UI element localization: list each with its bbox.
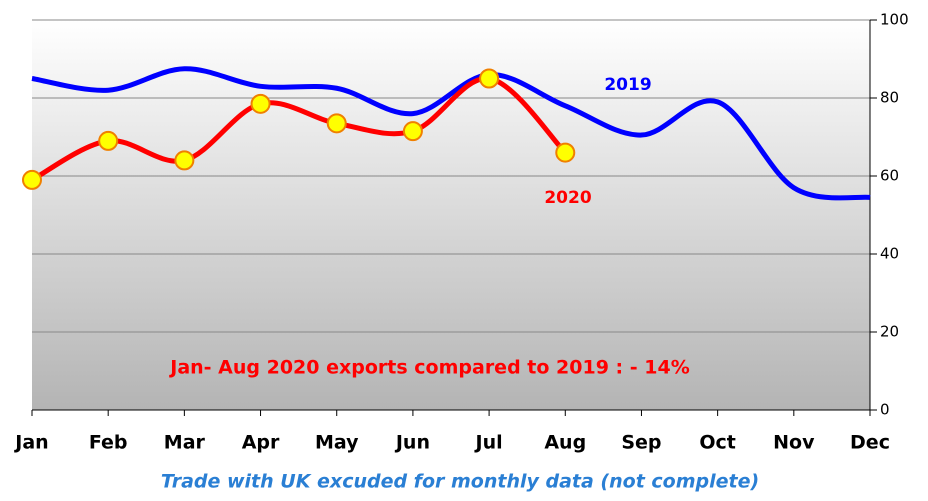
x-tick-label: Jul bbox=[474, 432, 503, 454]
x-tick-label: Nov bbox=[773, 432, 815, 454]
data-marker bbox=[555, 142, 576, 163]
data-marker bbox=[174, 150, 195, 171]
legend-label: 2020 bbox=[544, 188, 591, 208]
plot-area bbox=[32, 20, 870, 410]
y-tick-label: 80 bbox=[880, 89, 899, 107]
x-tick-label: Oct bbox=[699, 432, 736, 454]
series-line bbox=[31, 66, 871, 201]
data-marker bbox=[250, 93, 271, 114]
data-marker bbox=[326, 113, 347, 134]
y-tick-label: 0 bbox=[880, 401, 890, 419]
x-tick-label: Sep bbox=[621, 432, 661, 454]
x-tick-label: Jan bbox=[13, 432, 48, 454]
x-tick-label: Aug bbox=[544, 432, 586, 454]
y-tick-label: 20 bbox=[880, 323, 899, 341]
data-marker bbox=[98, 130, 119, 151]
annotation: Jan- Aug 2020 exports compared to 2019 :… bbox=[168, 357, 689, 379]
y-tick-label: 100 bbox=[880, 11, 909, 29]
x-tick-label: Jun bbox=[394, 432, 430, 454]
y-tick-label: 40 bbox=[880, 245, 899, 263]
data-marker bbox=[402, 121, 423, 142]
footnote: Trade with UK excuded for monthly data (… bbox=[161, 471, 759, 493]
data-marker bbox=[22, 169, 42, 190]
x-tick-label: Apr bbox=[242, 432, 280, 454]
x-tick-label: May bbox=[315, 432, 359, 454]
x-tick-label: Dec bbox=[850, 432, 890, 454]
x-tick-label: Feb bbox=[89, 432, 128, 454]
legend-label: 2019 bbox=[604, 75, 651, 95]
data-marker bbox=[479, 68, 500, 89]
x-tick-label: Mar bbox=[164, 432, 206, 454]
y-tick-label: 60 bbox=[880, 167, 899, 185]
